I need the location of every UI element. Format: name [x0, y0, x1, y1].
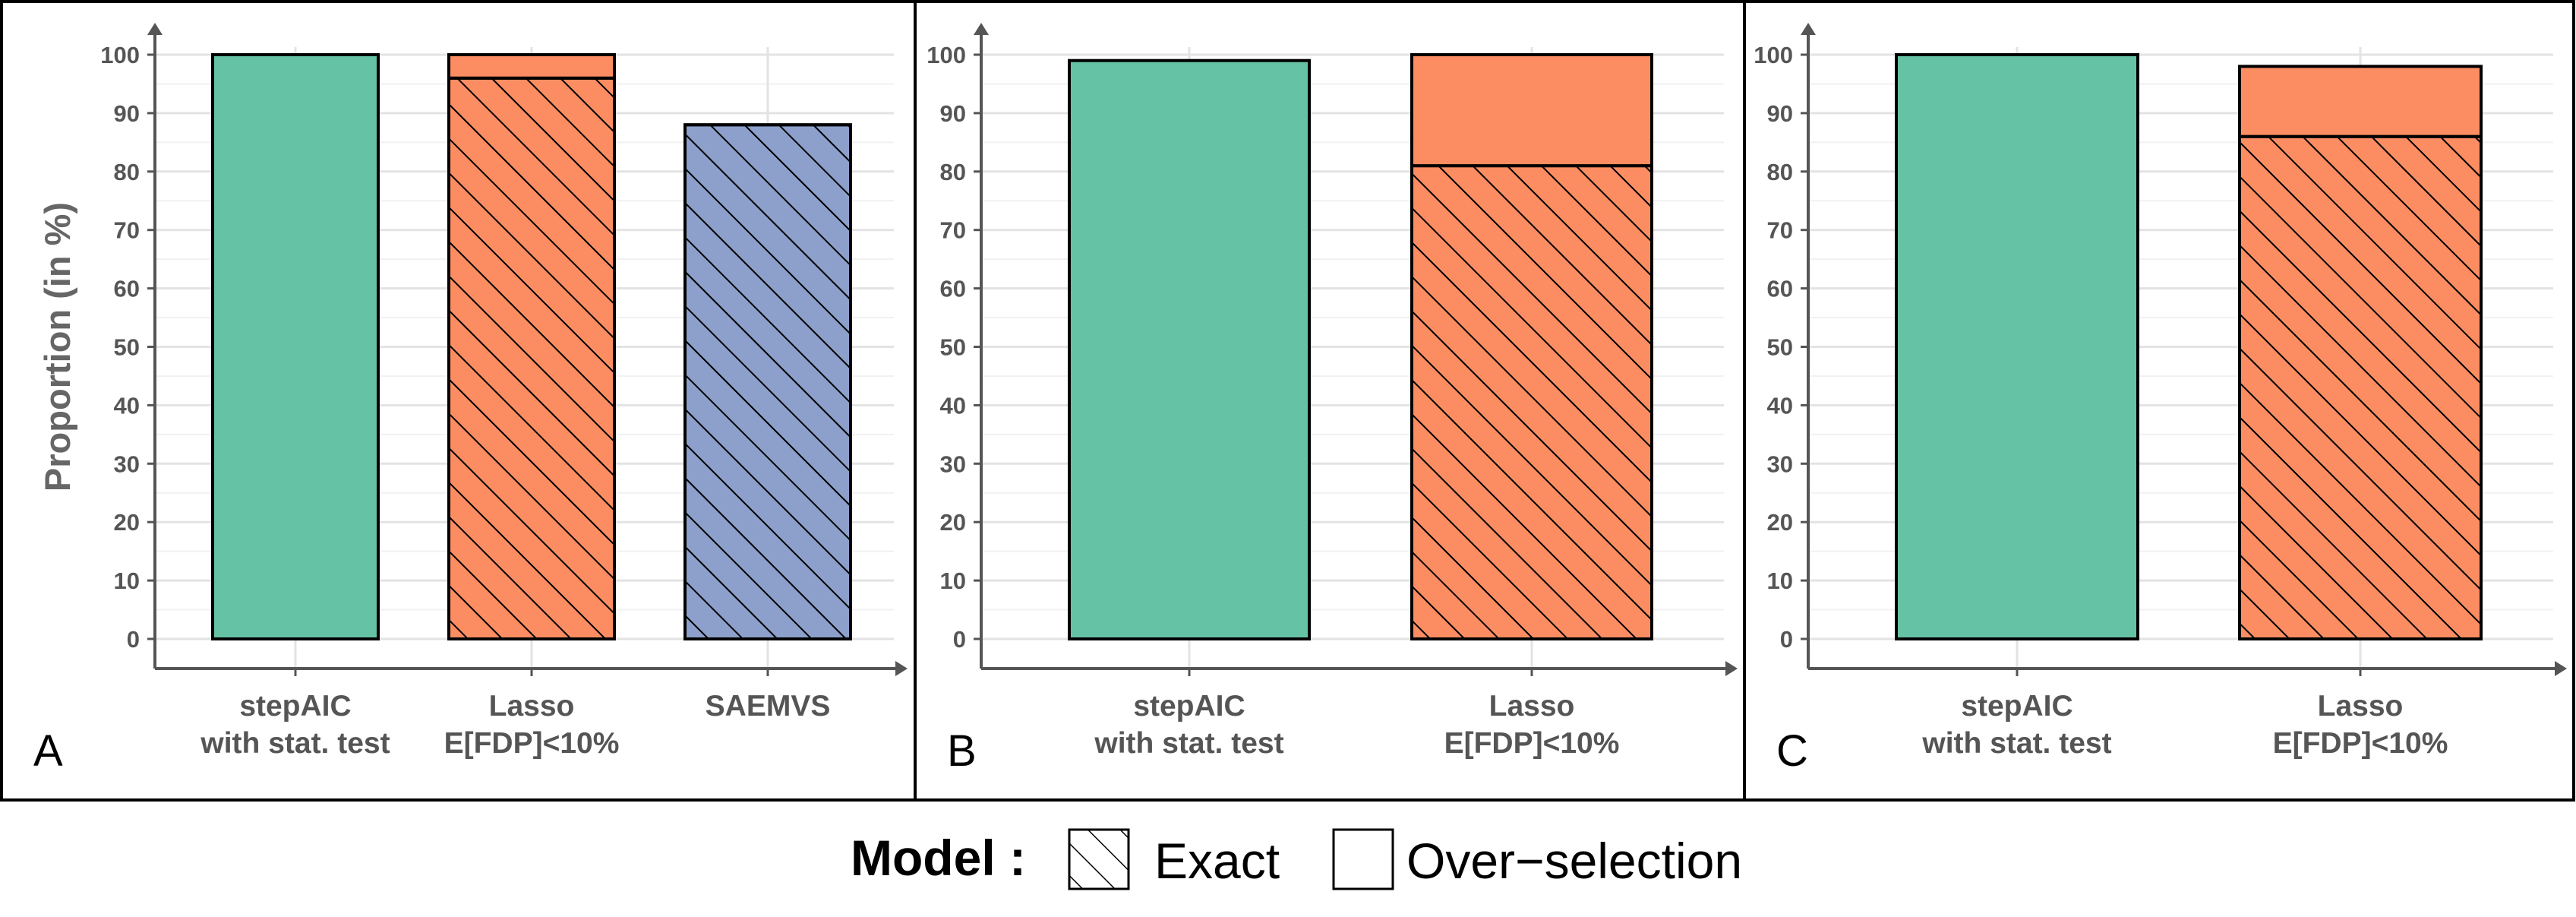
- y-tick-label: 80: [114, 159, 140, 185]
- bar-hatch: [447, 76, 616, 640]
- y-tick-label: 50: [1767, 334, 1793, 361]
- y-tick-label: 100: [927, 42, 966, 68]
- panel-b: 0 10 20 30 40 50 60 70 80 90 100 stepAIC with stat. …: [914, 0, 1746, 802]
- bar-over-selection: [1068, 58, 1311, 640]
- legend-key-over-selection: [1332, 828, 1394, 890]
- panel-a: 0 10 20 30 40 50 60 70 80 90 100 stepAIC with stat. …: [0, 0, 917, 802]
- y-tick-label: 100: [100, 42, 140, 68]
- y-tick-label: 40: [114, 392, 140, 419]
- x-tick-label: Lasso: [1489, 690, 1575, 723]
- y-tick-label: 100: [1754, 42, 1793, 68]
- panel-label: B: [947, 726, 977, 776]
- y-tick-label: 60: [1767, 276, 1793, 302]
- legend-label-exact: Exact: [1154, 833, 1280, 889]
- x-tick-label: with stat. test: [1921, 727, 2111, 760]
- y-tick-label: 10: [114, 568, 140, 594]
- x-axis-arrow: [1725, 661, 1738, 676]
- bar-over-selection: [447, 53, 616, 80]
- x-tick-label: E[FDP]<10%: [1444, 727, 1620, 760]
- y-tick-label: 30: [940, 451, 966, 477]
- y-tick-label: 90: [1767, 100, 1793, 127]
- bar-hatch: [683, 123, 852, 640]
- y-tick-label: 80: [1767, 159, 1793, 185]
- y-tick-label: 40: [940, 392, 966, 419]
- x-tick-label: stepAIC: [1133, 690, 1245, 723]
- bar-over-selection: [2238, 65, 2483, 138]
- panel-label: A: [33, 726, 63, 776]
- y-tick-label: 70: [114, 217, 140, 244]
- y-tick-label: 0: [1780, 626, 1793, 653]
- bar-over-selection: [211, 53, 380, 640]
- y-tick-label: 20: [1767, 509, 1793, 536]
- y-tick-label: 80: [940, 159, 966, 185]
- legend: Model : Exact Over−selection: [851, 828, 1742, 890]
- x-axis-arrow: [2555, 661, 2567, 676]
- legend-label-over-selection: Over−selection: [1406, 833, 1742, 889]
- x-axis-arrow: [895, 661, 908, 676]
- legend-key-exact-hatch: [1068, 828, 1130, 890]
- y-tick-label: 10: [1767, 568, 1793, 594]
- x-tick-label: stepAIC: [1961, 690, 2072, 723]
- bar-hatch: [1410, 164, 1653, 641]
- y-tick-label: 30: [114, 451, 140, 477]
- y-tick-label: 40: [1767, 392, 1793, 419]
- y-tick-label: 0: [127, 626, 140, 653]
- y-tick-label: 60: [940, 276, 966, 302]
- bar-hatch: [2238, 134, 2483, 641]
- x-tick-label: with stat. test: [200, 727, 390, 760]
- y-axis-arrow: [1801, 23, 1816, 35]
- y-tick-label: 50: [114, 334, 140, 361]
- y-tick-label: 10: [940, 568, 966, 594]
- y-tick-label: 70: [1767, 217, 1793, 244]
- y-tick-label: 50: [940, 334, 966, 361]
- panel-c: 0 10 20 30 40 50 60 70 80 90 100 stepAIC with stat. …: [1743, 0, 2575, 802]
- x-tick-label: with stat. test: [1094, 727, 1283, 760]
- y-tick-label: 20: [940, 509, 966, 536]
- panel-frame: [1743, 0, 2575, 802]
- y-tick-label: 20: [114, 509, 140, 536]
- y-tick-label: 30: [1767, 451, 1793, 477]
- y-axis-title: Proportion (in %): [37, 202, 77, 492]
- y-axis-arrow: [147, 23, 163, 35]
- x-tick-label: Lasso: [2318, 690, 2404, 723]
- legend-title: Model :: [851, 830, 1026, 886]
- y-tick-label: 90: [114, 100, 140, 127]
- y-axis-arrow: [974, 23, 989, 35]
- x-tick-label: E[FDP]<10%: [2273, 727, 2448, 760]
- x-tick-label: E[FDP]<10%: [444, 727, 620, 760]
- x-tick-label: Lasso: [489, 690, 575, 723]
- bar-over-selection: [1410, 53, 1653, 168]
- bar-over-selection: [1895, 53, 2139, 640]
- y-tick-label: 60: [114, 276, 140, 302]
- x-tick-label: SAEMVS: [706, 690, 831, 723]
- y-tick-label: 90: [940, 100, 966, 127]
- y-tick-label: 0: [953, 626, 966, 653]
- panel-label: C: [1776, 726, 1808, 776]
- y-tick-label: 70: [940, 217, 966, 244]
- x-tick-label: stepAIC: [239, 690, 351, 723]
